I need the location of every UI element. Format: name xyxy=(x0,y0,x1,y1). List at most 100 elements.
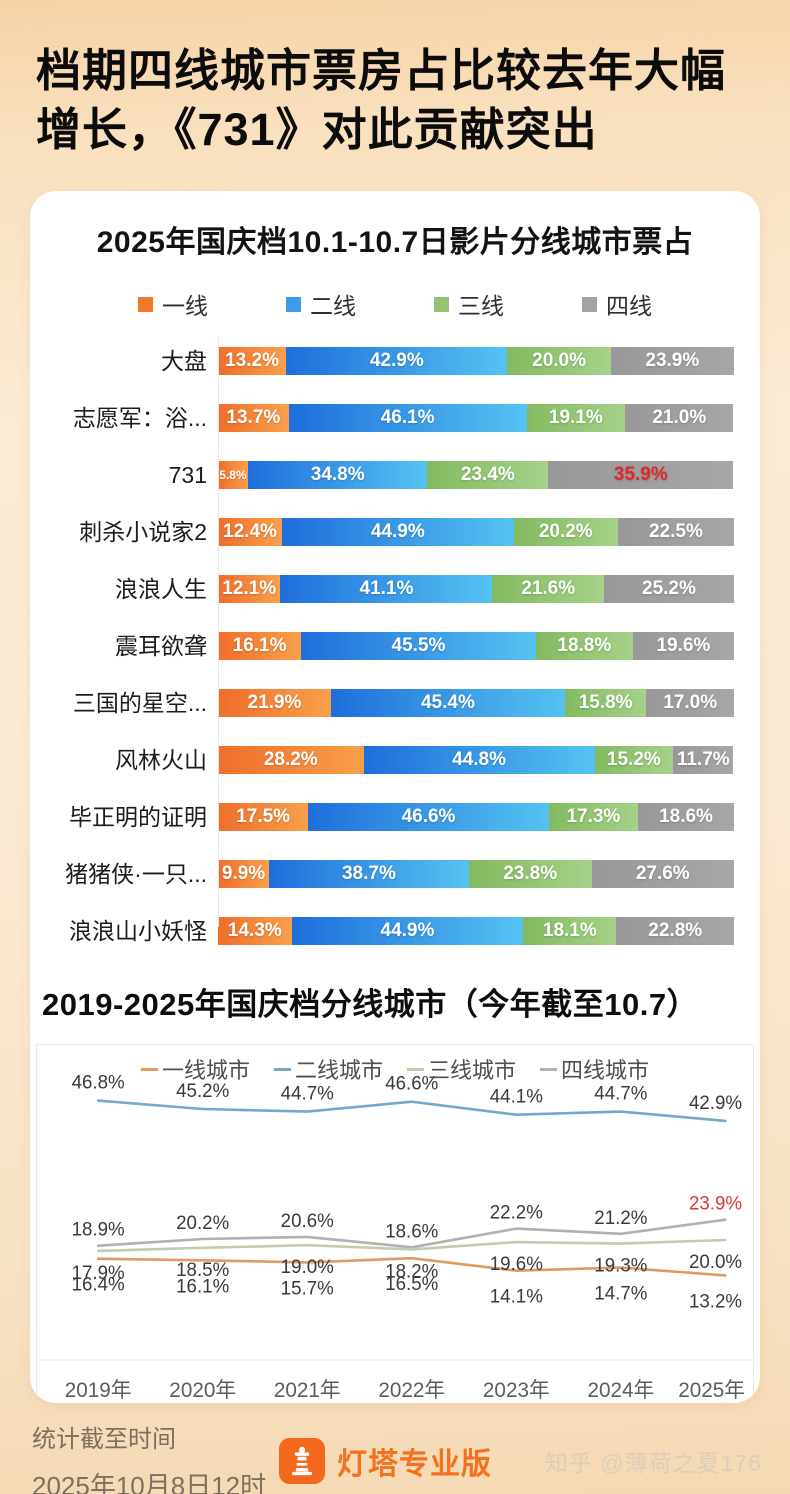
bar-segment-一线: 28.2% xyxy=(218,746,364,774)
bar-value: 20.2% xyxy=(538,521,593,542)
bar-value: 16.1% xyxy=(232,635,287,656)
bar-value: 12.4% xyxy=(223,521,277,542)
bar-value: 15.2% xyxy=(606,749,661,770)
bar-value: 41.1% xyxy=(359,578,414,599)
bar-segment-一线: 12.1% xyxy=(218,575,281,603)
x-tick-label: 2019年 xyxy=(65,1379,132,1402)
data-label-二线城市: 42.9% xyxy=(689,1092,742,1113)
bar-row-label: 刺杀小说家2 xyxy=(79,519,207,545)
bar-segment-三线: 15.8% xyxy=(564,689,647,717)
bar-value: 44.9% xyxy=(380,920,435,941)
bar-value: 21.0% xyxy=(652,407,707,428)
legend-label: 二线城市 xyxy=(294,1058,383,1083)
bar-row-label: 浪浪山小妖怪 xyxy=(69,918,207,944)
data-label-四线城市: 18.6% xyxy=(385,1220,438,1241)
bar-value: 11.7% xyxy=(676,749,730,770)
bar-segment-二线: 42.9% xyxy=(286,347,508,375)
bar-row: 三国的星空... 21.9% 45.4% 15.8% 17.0% xyxy=(30,689,734,717)
line-chart: 2019年 2020年 2021年 2022年 2023年 2024年 2025年 46.8%… xyxy=(37,1071,753,1402)
legend-dash xyxy=(407,1067,424,1071)
data-label-一线城市: 16.4% xyxy=(72,1274,125,1295)
legend-item-二线: 二线 xyxy=(286,287,356,321)
bar-segment-三线: 19.1% xyxy=(526,404,626,432)
bar-row-label: 震耳欲聋 xyxy=(115,633,207,659)
bar-value: 5.8% xyxy=(219,468,247,482)
data-label-二线城市: 45.2% xyxy=(176,1080,229,1101)
bar-track: 28.2% 44.8% 15.2% 11.7% xyxy=(218,746,734,774)
data-label-三线城市: 18.5% xyxy=(176,1259,229,1280)
legend-swatch xyxy=(434,296,449,312)
bar-value: 23.9% xyxy=(645,350,700,371)
legend-dash xyxy=(273,1067,291,1071)
bar-value: 19.6% xyxy=(656,635,711,656)
bar-track: 16.1% 45.5% 18.8% 19.6% xyxy=(218,632,734,660)
bar-segment-一线: 16.1% xyxy=(218,632,302,660)
bar-segment-一线: 5.8% xyxy=(218,461,248,489)
bar-row: 猪猪侠·一只... 9.9% 38.7% 23.8% 27.6% xyxy=(30,860,734,888)
x-tick-label: 2022年 xyxy=(378,1379,445,1402)
data-label-二线城市: 46.8% xyxy=(72,1071,125,1092)
bar-value: 17.3% xyxy=(566,806,621,827)
legend-swatch xyxy=(582,296,597,312)
bar-segment-一线: 13.2% xyxy=(218,347,287,375)
bar-value: 44.8% xyxy=(452,749,507,770)
bar-row: 震耳欲聋 16.1% 45.5% 18.8% 19.6% xyxy=(30,632,734,660)
x-tick-label: 2020年 xyxy=(169,1379,236,1402)
bar-track: 14.3% 44.9% 18.1% 22.8% xyxy=(218,917,734,945)
bar-axis-line xyxy=(218,337,219,927)
bar-row-label: 风林火山 xyxy=(115,747,207,773)
bar-chart: 大盘 13.2% 42.9% 20.0% 23.9% 志愿军：浴... 13.7% 46.1%… xyxy=(30,337,760,945)
bar-segment-三线: 20.2% xyxy=(513,518,618,546)
legend-item-三线: 三线 xyxy=(434,287,504,321)
brand: 灯塔专业版 xyxy=(279,1438,492,1484)
bar-row-label: 浪浪人生 xyxy=(115,576,207,602)
bar-value: 22.5% xyxy=(648,521,703,542)
data-label-二线城市: 44.7% xyxy=(281,1082,334,1103)
legend-item-一线: 一线 xyxy=(138,287,208,321)
bar-value: 21.6% xyxy=(521,578,576,599)
bar-value: 17.5% xyxy=(236,806,291,827)
bar-track: 17.5% 46.6% 17.3% 18.6% xyxy=(218,803,734,831)
bar-track: 5.8% 34.8% 23.4% 35.9% xyxy=(218,461,734,489)
bar-value: 42.9% xyxy=(369,350,424,371)
bar-segment-三线: 15.2% xyxy=(594,746,674,774)
legend-dash xyxy=(540,1067,558,1071)
bar-value: 13.7% xyxy=(226,407,281,428)
bar-segment-三线: 23.8% xyxy=(468,860,592,888)
legend-label: 一线 xyxy=(162,293,208,319)
bar-segment-一线: 9.9% xyxy=(218,860,270,888)
data-label-三线城市: 19.6% xyxy=(490,1253,543,1274)
x-tick-label: 2021年 xyxy=(274,1379,341,1402)
data-label-三线城市: 17.9% xyxy=(72,1262,125,1283)
series-line-三线城市 xyxy=(96,1238,727,1253)
x-tick-label: 2024年 xyxy=(587,1379,654,1402)
bar-segment-二线: 44.8% xyxy=(363,746,595,774)
bar-segment-四线: 18.6% xyxy=(638,803,734,831)
bar-segment-四线: 23.9% xyxy=(610,347,734,375)
data-label-四线城市: 20.2% xyxy=(176,1212,229,1233)
bar-value: 17.0% xyxy=(663,692,718,713)
bar-value: 34.8% xyxy=(310,464,365,485)
bar-value: 18.6% xyxy=(659,806,713,827)
data-label-一线城市: 16.1% xyxy=(176,1275,229,1296)
bar-segment-二线: 38.7% xyxy=(269,860,469,888)
legend-item-二线城市: 二线城市 xyxy=(273,1053,383,1085)
bar-row: 风林火山 28.2% 44.8% 15.2% 11.7% xyxy=(30,746,734,774)
bar-segment-二线: 46.1% xyxy=(288,404,527,432)
legend-dash xyxy=(140,1067,158,1071)
legend-label: 三线城市 xyxy=(428,1058,517,1083)
bar-track: 21.9% 45.4% 15.8% 17.0% xyxy=(218,689,734,717)
bar-value: 15.8% xyxy=(578,692,633,713)
data-label-四线城市: 18.9% xyxy=(72,1219,125,1240)
bar-track: 13.2% 42.9% 20.0% 23.9% xyxy=(218,347,734,375)
bar-value: 45.4% xyxy=(420,692,475,713)
bar-row-label: 志愿军：浴... xyxy=(72,405,207,431)
bar-segment-一线: 12.4% xyxy=(218,518,282,546)
data-label-四线城市: 21.2% xyxy=(594,1207,647,1228)
bar-segment-四线: 21.0% xyxy=(625,404,734,432)
bar-segment-四线: 22.5% xyxy=(617,518,734,546)
bar-segment-二线: 44.9% xyxy=(291,917,524,945)
data-label-二线城市: 44.7% xyxy=(594,1082,647,1103)
legend-item-四线城市: 四线城市 xyxy=(540,1053,649,1085)
data-label-三线城市: 19.0% xyxy=(281,1256,334,1277)
